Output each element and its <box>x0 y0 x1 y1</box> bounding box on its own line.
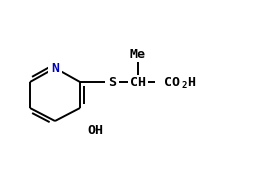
Text: CH: CH <box>130 76 146 89</box>
Text: H: H <box>187 76 195 89</box>
Text: OH: OH <box>87 123 103 136</box>
Text: CO: CO <box>164 76 180 89</box>
Text: 2: 2 <box>181 82 186 90</box>
Text: Me: Me <box>130 49 146 62</box>
Bar <box>127 48 149 62</box>
Bar <box>48 61 62 75</box>
Bar <box>128 75 148 89</box>
Text: S: S <box>108 76 116 89</box>
Text: N: N <box>51 62 59 75</box>
Bar <box>105 75 119 89</box>
Bar <box>155 75 207 89</box>
Bar <box>84 123 106 137</box>
